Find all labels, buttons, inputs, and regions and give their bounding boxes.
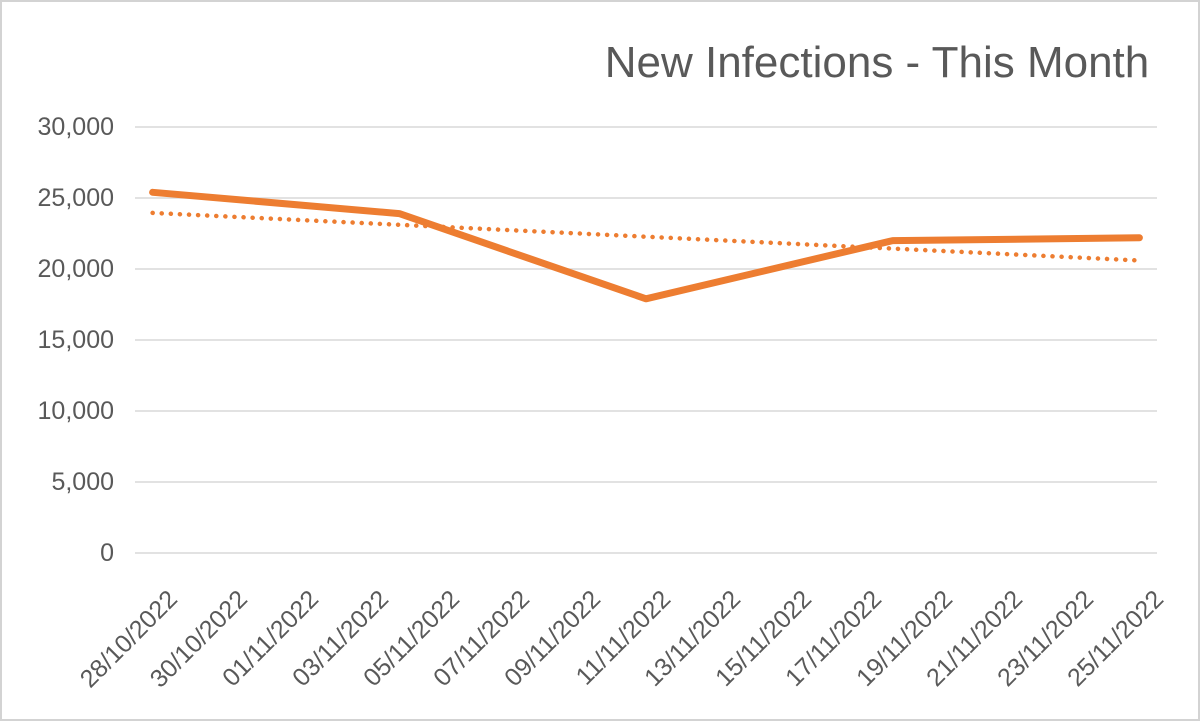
chart-title[interactable]: New Infections - This Month [604,38,1150,87]
y-tick-label: 30,000 [37,113,114,141]
y-tick-label: 25,000 [37,184,114,212]
y-tick-label: 15,000 [37,326,114,354]
y-tick-label: 5,000 [51,468,114,496]
y-tick-label: 10,000 [37,397,114,425]
y-tick-label: 0 [100,539,114,567]
y-tick-label: 20,000 [37,255,114,283]
series-new-infections[interactable] [149,188,1143,303]
series-linear-trendline[interactable] [150,210,1142,263]
